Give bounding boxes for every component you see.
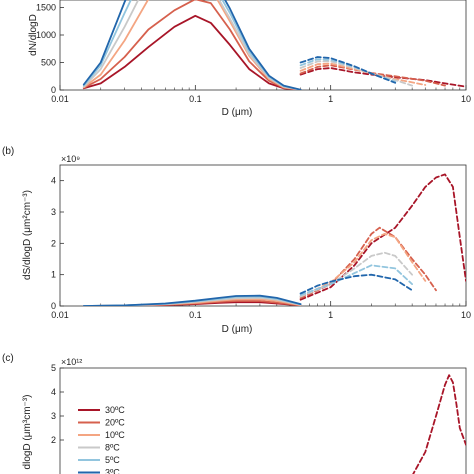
series-group	[82, 173, 466, 306]
y-tick-label: 1000	[36, 30, 56, 40]
series-line-3c-dashed	[299, 273, 414, 295]
series-line-10c-dashed	[299, 232, 427, 298]
y-axis-label: dlogD (μm³cm⁻³)	[22, 395, 33, 470]
series-line-5c-dashed	[299, 58, 397, 83]
y-tick-label: 1500	[36, 3, 56, 13]
y-tick-label: 3	[51, 411, 56, 421]
axes-box	[59, 367, 467, 474]
x-tick-label: 10	[461, 310, 471, 320]
series-line-10c-dashed	[299, 62, 427, 86]
y-tick-label: 0	[51, 85, 56, 95]
legend: 30ºC 20ºC 10ºC 8ºC 5ºC 3ºC	[78, 405, 125, 474]
y-exponent-label: ×10⁹	[61, 154, 80, 164]
series-line-30c-dashed	[299, 173, 466, 301]
y-tick-label: 2	[51, 435, 56, 445]
legend-label-10c: 10ºC	[105, 430, 125, 440]
series-line-5c-solid	[82, 0, 302, 90]
y-tick-label: 5	[51, 363, 56, 373]
series-line-30c-dashed	[299, 67, 466, 88]
y-tick-label: 0	[51, 301, 56, 311]
x-tick-label: 1	[328, 310, 333, 320]
y-axis-label: dN/dlogD	[28, 14, 39, 56]
x-tick-label: 10	[461, 94, 471, 104]
series-line-20c-solid	[82, 0, 302, 90]
series-line-30c-solid	[82, 14, 302, 90]
x-axis-label: D (μm)	[222, 324, 253, 335]
y-tick-label: 4	[51, 176, 56, 186]
x-tick-label: 0.1	[189, 94, 202, 104]
x-tick-label: 1	[328, 94, 333, 104]
y-tick-label: 3	[51, 207, 56, 217]
x-tick-label: 0.1	[189, 310, 202, 320]
legend-label-3c: 3ºC	[105, 468, 120, 474]
panel-label: (c)	[2, 353, 14, 364]
legend-label-30c: 30ºC	[105, 405, 125, 415]
series-line-8c-dashed	[299, 60, 414, 87]
legend-label-5c: 5ºC	[105, 455, 120, 465]
series-line-3c-dashed	[299, 56, 397, 84]
x-tick-label: 0.01	[51, 94, 69, 104]
series-line-3c-solid	[82, 0, 302, 90]
y-tick-label: 500	[41, 58, 56, 68]
y-exponent-label: ×10¹²	[61, 357, 82, 367]
series-group	[82, 0, 466, 90]
axes-box	[59, 0, 467, 91]
y-axis-label: dS/dlogD (μm²cm⁻³)	[22, 190, 33, 280]
legend-label-20c: 20ºC	[105, 418, 125, 428]
series-line-30c-dashed	[412, 374, 466, 474]
series-line-3c-solid	[82, 294, 302, 306]
panel-c-volume-distribution: 2 3 4 5 ×10¹² (c) dlogD (μm³cm⁻³) 30ºC 20ºC 10ºC 8…	[2, 353, 467, 474]
x-axis-label: D (μm)	[222, 107, 253, 118]
legend-label-8c: 8ºC	[105, 443, 120, 453]
series-group	[412, 374, 466, 474]
y-tick-label: 2	[51, 238, 56, 248]
axes-box	[59, 164, 467, 307]
x-tick-label: 0.01	[51, 310, 69, 320]
series-line-5c-dashed	[299, 264, 414, 296]
y-tick-label: 1	[51, 270, 56, 280]
y-tick-label: 4	[51, 387, 56, 397]
panel-a-number-distribution: 0.01 0.1 1 10 0 500 1000 1500 D (μm) dN/dlogD	[28, 0, 471, 118]
panel-b-surface-distribution: 0.01 0.1 1 10 0 1 2 3 4 ×10⁹ (b) D (μm) dS/dlogD (μm…	[2, 146, 471, 335]
panel-label: (b)	[2, 146, 14, 157]
